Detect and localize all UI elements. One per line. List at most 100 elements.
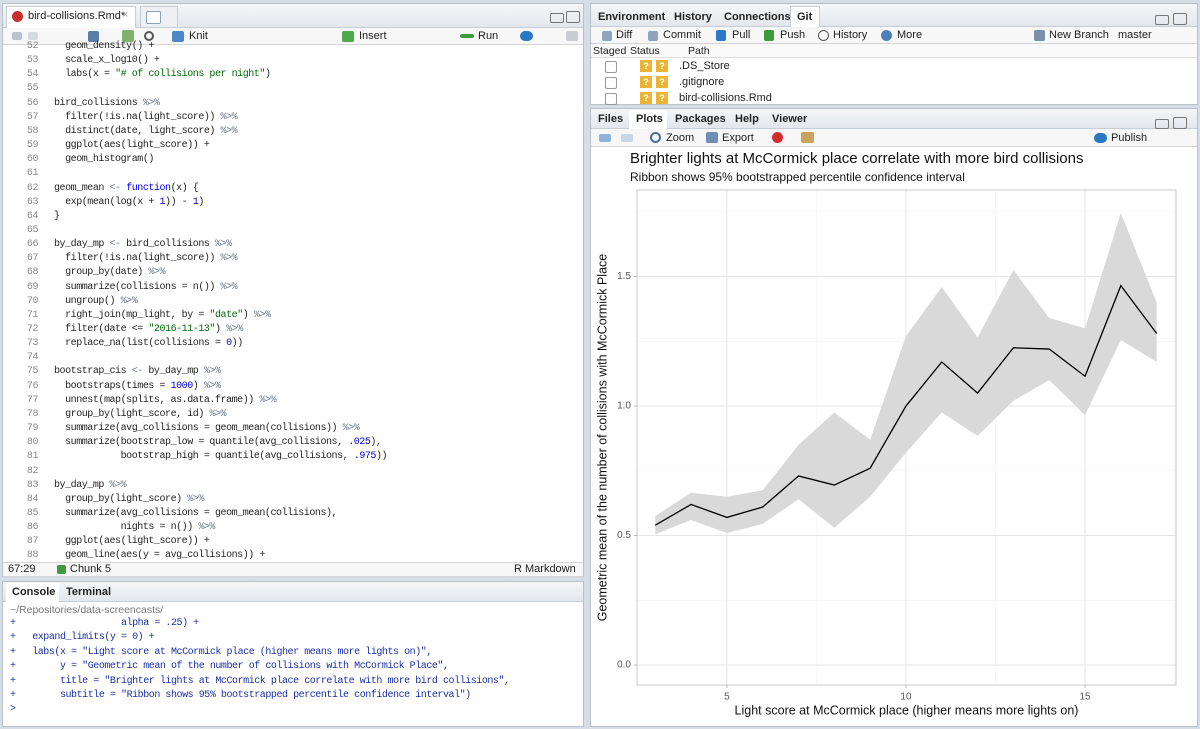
y-tick-label: 0.0 [617, 660, 631, 671]
line-number: 52 [26, 41, 39, 52]
line-number: 56 [26, 97, 39, 109]
git-tab-bar [591, 4, 1197, 27]
file-path[interactable]: .DS_Store [679, 60, 730, 72]
file-path[interactable]: .gitignore [679, 76, 725, 88]
console-line: + subtitle = "Ribbon shows 95% bootstrap… [10, 690, 471, 701]
plots-tab-bar [591, 109, 1197, 129]
push-button[interactable]: Push [780, 29, 806, 41]
console-path: ~/Repositories/data-screencasts/ [10, 604, 164, 616]
code-line: scale_x_log10() + [54, 55, 160, 67]
new-branch-button[interactable]: New Branch [1049, 29, 1109, 41]
console-tab-bar [3, 582, 583, 602]
plot: Brighter lights at McCormick place corre… [595, 150, 1177, 717]
forward-btn[interactable] [28, 32, 38, 40]
line-number: 75 [26, 366, 39, 378]
code-line: group_by(date) %>% [54, 267, 166, 279]
line-number: 72 [26, 324, 39, 335]
editor-tab-label[interactable]: bird-collisions.Rmd* [28, 10, 126, 22]
confidence-ribbon [655, 213, 1157, 535]
help-tab[interactable]: Help [735, 113, 759, 125]
file-path[interactable]: bird-collisions.Rmd [679, 92, 772, 104]
search-btn[interactable] [144, 31, 154, 41]
more-button[interactable]: More [897, 29, 923, 41]
save-btn[interactable] [88, 31, 99, 42]
git-header [591, 44, 1197, 58]
connections-tab[interactable]: Connections [724, 11, 791, 23]
line-number: 67 [26, 253, 39, 265]
code-line: distinct(date, light_score) %>% [54, 125, 238, 137]
insert-button[interactable]: Insert [359, 30, 387, 42]
line-number: 55 [26, 83, 39, 95]
next-plot[interactable] [621, 134, 633, 142]
pull-icon [716, 30, 726, 41]
back-btn[interactable] [12, 32, 22, 40]
document-mode[interactable]: R Markdown [514, 563, 576, 575]
x-tick-label: 5 [724, 692, 730, 703]
line-number: 87 [26, 536, 39, 548]
plots-tab[interactable]: Plots [636, 113, 663, 125]
minimize[interactable] [1155, 119, 1169, 129]
chunk-label[interactable]: Chunk 5 [70, 563, 111, 575]
line-number: 85 [26, 507, 39, 519]
tab-close[interactable]: × [122, 9, 129, 21]
commit-button[interactable]: Commit [663, 29, 701, 41]
maximize[interactable] [1173, 117, 1187, 129]
diff-button[interactable]: Diff [616, 29, 633, 41]
console-line: > [10, 704, 16, 716]
history-button[interactable]: History [833, 29, 868, 41]
rerun-icon[interactable] [520, 31, 533, 41]
col-path[interactable]: Path [688, 45, 710, 57]
export-button[interactable]: Export [722, 132, 754, 144]
staged-checkbox[interactable] [605, 77, 617, 89]
plots-tab-active[interactable] [629, 110, 667, 129]
console-line: + y = "Geometric mean of the number of c… [10, 661, 449, 673]
staged-checkbox[interactable] [605, 61, 617, 73]
diff-icon [602, 31, 612, 41]
line-number: 73 [26, 338, 39, 350]
line-number: 84 [26, 493, 39, 505]
publish-button[interactable]: Publish [1111, 132, 1148, 144]
knit-button[interactable]: Knit [189, 30, 208, 42]
editor-tab[interactable] [6, 6, 136, 28]
code-line: filter(!is.na(light_score)) %>% [54, 111, 238, 123]
branch-selector[interactable]: master [1118, 29, 1152, 41]
export-icon [706, 132, 718, 143]
code-line: summarize(avg_collisions = geom_mean(col… [54, 507, 338, 519]
spell-btn[interactable] [122, 30, 134, 42]
code-line: labs(x = "# of collisions per night") [54, 69, 271, 81]
git-tab-active[interactable] [790, 6, 820, 27]
code-line: right_join(mp_light, by = "date") %>% [54, 309, 271, 321]
history-tab[interactable]: History [674, 11, 712, 23]
packages-tab[interactable]: Packages [675, 113, 726, 125]
minimize[interactable] [1155, 15, 1169, 25]
clear-plots[interactable] [801, 132, 814, 143]
prev-plot[interactable] [599, 134, 611, 142]
remove-plot[interactable] [772, 132, 783, 143]
line-number: 86 [26, 522, 39, 534]
maximize[interactable] [566, 11, 580, 23]
terminal-tab[interactable]: Terminal [66, 586, 112, 598]
console-tab[interactable]: Console [12, 586, 56, 598]
line-number: 77 [26, 394, 39, 406]
git-tab[interactable]: Git [797, 11, 813, 23]
console-tab-active[interactable] [6, 583, 59, 602]
editor-status-bar [3, 562, 583, 577]
console-pane [2, 581, 584, 727]
line-number: 54 [26, 69, 39, 81]
maximize[interactable] [1173, 13, 1187, 25]
viewer-tab[interactable]: Viewer [772, 113, 808, 125]
line-number: 65 [26, 224, 39, 236]
git-toolbar [591, 27, 1197, 44]
minimize[interactable] [550, 13, 564, 23]
pull-button[interactable]: Pull [732, 29, 751, 41]
col-status: Status [630, 45, 660, 57]
outline-btn[interactable] [566, 31, 578, 41]
code-line: geom_line(aes(y = avg_collisions)) + [54, 550, 265, 562]
staged-checkbox[interactable] [605, 93, 617, 105]
zoom-button[interactable]: Zoom [666, 132, 695, 144]
environment-tab[interactable]: Environment [598, 11, 666, 23]
files-tab[interactable]: Files [598, 113, 624, 125]
code-line: bird_collisions %>% [54, 97, 160, 109]
run-button[interactable]: Run [478, 30, 499, 42]
